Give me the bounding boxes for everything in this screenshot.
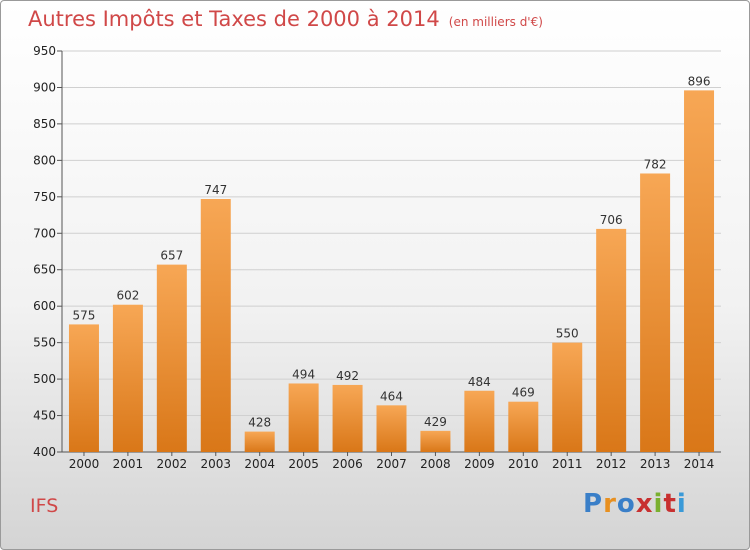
data-label: 575	[73, 308, 96, 322]
data-label: 464	[380, 389, 403, 403]
logo-letter: o	[616, 489, 636, 519]
y-tick-label: 400	[33, 445, 56, 459]
bar-2012	[596, 228, 627, 452]
data-label: 602	[116, 289, 139, 303]
data-label: 782	[644, 157, 667, 171]
data-label: 429	[424, 415, 447, 429]
data-label: 469	[512, 386, 535, 400]
y-tick-label: 550	[33, 336, 56, 350]
y-tick-label: 950	[33, 44, 56, 58]
data-label: 484	[468, 375, 491, 389]
bar-2009	[464, 390, 495, 452]
x-tick-label: 2007	[376, 457, 407, 471]
bar-2005	[288, 383, 319, 452]
x-tick-label: 2001	[113, 457, 144, 471]
y-tick-label: 700	[33, 226, 56, 240]
bar-2013	[640, 173, 671, 452]
y-tick-label: 900	[33, 80, 56, 94]
data-label: 428	[248, 416, 271, 430]
y-tick-label: 850	[33, 117, 56, 131]
x-tick-label: 2013	[640, 457, 671, 471]
x-tick-label: 2004	[244, 457, 275, 471]
proxiti-logo: Proxiti	[583, 489, 687, 519]
x-tick-label: 2000	[69, 457, 100, 471]
bar-2001	[112, 304, 143, 452]
bar-2010	[508, 401, 539, 452]
bar-2014	[684, 90, 715, 452]
logo-letter: i	[653, 489, 664, 519]
x-tick-label: 2003	[200, 457, 231, 471]
logo-letter: i	[676, 489, 687, 519]
x-tick-label: 2006	[332, 457, 363, 471]
y-tick-label: 500	[33, 372, 56, 386]
data-label: 896	[688, 74, 711, 88]
y-tick-label: 450	[33, 409, 56, 423]
data-label: 747	[204, 183, 227, 197]
x-tick-label: 2011	[552, 457, 583, 471]
bar-2002	[156, 264, 187, 452]
bar-2000	[68, 324, 99, 452]
logo-letter: P	[583, 489, 604, 519]
x-tick-label: 2012	[596, 457, 627, 471]
data-label: 706	[600, 213, 623, 227]
data-label: 550	[556, 327, 579, 341]
bar-2004	[244, 431, 275, 452]
x-tick-label: 2009	[464, 457, 495, 471]
x-tick-label: 2010	[508, 457, 539, 471]
chart-title: Autres Impôts et Taxes de 2000 à 2014 (e…	[28, 7, 543, 31]
bar-2008	[420, 430, 451, 452]
data-label: 657	[160, 249, 183, 263]
logo-letter: t	[663, 489, 677, 519]
y-tick-label: 650	[33, 263, 56, 277]
x-tick-label: 2002	[157, 457, 188, 471]
y-tick-label: 600	[33, 299, 56, 313]
labels-layer: 575 2000 602 2001 657 2002 747 2003 428 2004 494 20…	[69, 74, 715, 471]
x-tick-label: 2014	[684, 457, 715, 471]
chart-title-main: Autres Impôts et Taxes de 2000 à 2014	[28, 7, 440, 31]
bars-layer	[68, 90, 715, 452]
y-tick-label: 750	[33, 190, 56, 204]
x-tick-label: 2005	[288, 457, 319, 471]
commune-name: IFS	[30, 495, 59, 517]
x-tick-label: 2008	[420, 457, 451, 471]
bar-2007	[376, 405, 407, 452]
bar-2006	[332, 384, 363, 452]
logo-letter: x	[635, 489, 654, 519]
bar-2003	[200, 199, 231, 452]
y-tick-label: 800	[33, 153, 56, 167]
data-label: 494	[292, 367, 315, 381]
data-label: 492	[336, 369, 359, 383]
bar-2011	[552, 342, 583, 452]
chart-unit-note: (en milliers d'€)	[448, 15, 543, 29]
logo-letter: r	[603, 489, 617, 519]
